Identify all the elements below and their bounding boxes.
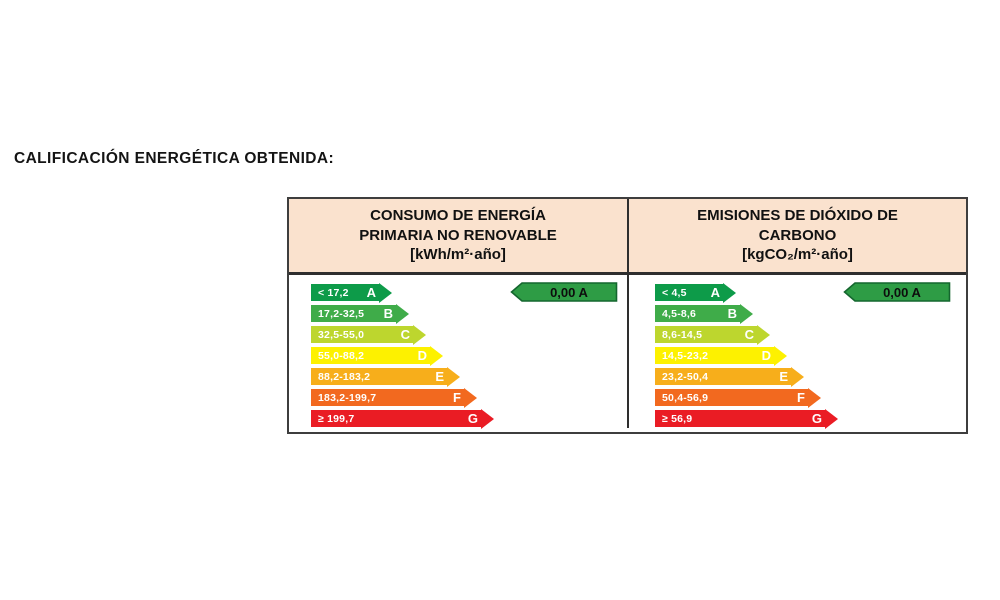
scale-letter-label: G (467, 411, 478, 426)
scale-bar-a: < 17,2 A (311, 284, 379, 301)
scale-arrow-tip-icon (825, 408, 838, 429)
scale-bar-g: ≥ 56,9 G (655, 410, 825, 427)
scale-arrow-tip-icon (396, 303, 409, 324)
energy-rating-table: CONSUMO DE ENERGÍA PRIMARIA NO RENOVABLE… (287, 197, 968, 434)
scale-arrow-tip-icon (774, 345, 787, 366)
scale-bar-f: 50,4-56,9 F (655, 389, 808, 406)
scale-range-label: 183,2-199,7 (318, 391, 377, 404)
scale-arrow-tip-icon (481, 408, 494, 429)
scale-row-e: 23,2-50,4 E (655, 366, 966, 387)
scale-arrow-tip-icon (791, 366, 804, 387)
emisiones-scale-cell: < 4,5 A 4,5-8,6 B 8,6-14,5 C 14,5-23,2 D 23,2-50… (629, 275, 966, 429)
section-title: CALIFICACIÓN ENERGÉTICA OBTENIDA: (14, 150, 335, 167)
rating-value: 0,00 A (883, 285, 921, 300)
scale-letter-label: C (744, 327, 754, 342)
scale-row-g: ≥ 56,9 G (655, 408, 966, 429)
rating-arrow-icon: 0,00 A (510, 282, 618, 302)
scale-bar-b: 4,5-8,6 B (655, 305, 740, 322)
scale-letter-label: A (710, 285, 720, 300)
consumo-rating-arrow: 0,00 A (510, 282, 618, 302)
scale-row-d: 14,5-23,2 D (655, 345, 966, 366)
scale-range-label: ≥ 56,9 (662, 412, 693, 425)
header-consumo-energia: CONSUMO DE ENERGÍA PRIMARIA NO RENOVABLE… (289, 199, 629, 272)
scale-range-label: 55,0-88,2 (318, 349, 365, 362)
scale-row-d: 55,0-88,2 D (311, 345, 627, 366)
scale-range-label: 88,2-183,2 (318, 370, 371, 383)
scale-letter-label: D (417, 348, 427, 363)
header-line: CARBONO (758, 226, 837, 244)
scale-range-label: 23,2-50,4 (662, 370, 709, 383)
scale-bar-a: < 4,5 A (655, 284, 723, 301)
scale-arrow-tip-icon (464, 387, 477, 408)
scale-row-c: 8,6-14,5 C (655, 324, 966, 345)
header-units: [kWh/m²·año] (410, 246, 506, 263)
scale-row-f: 50,4-56,9 F (655, 387, 966, 408)
header-emisiones-co2: EMISIONES DE DIÓXIDO DE CARBONO [kgCO₂/m… (629, 199, 966, 272)
scale-bar-d: 55,0-88,2 D (311, 347, 430, 364)
scale-range-label: 17,2-32,5 (318, 307, 365, 320)
scale-range-label: 50,4-56,9 (662, 391, 709, 404)
scale-arrow-tip-icon (379, 282, 392, 303)
scale-letter-label: B (383, 306, 393, 321)
scale-letter-label: B (727, 306, 737, 321)
scale-letter-label: E (779, 369, 788, 384)
scale-range-label: 32,5-55,0 (318, 328, 365, 341)
rating-value: 0,00 A (550, 285, 588, 300)
table-header-row: CONSUMO DE ENERGÍA PRIMARIA NO RENOVABLE… (289, 199, 966, 275)
header-line: PRIMARIA NO RENOVABLE (359, 226, 557, 244)
scale-letter-label: C (400, 327, 410, 342)
scale-row-f: 183,2-199,7 F (311, 387, 627, 408)
scale-range-label: < 17,2 (318, 286, 349, 299)
header-line: CONSUMO DE ENERGÍA (370, 207, 546, 224)
scale-row-b: 17,2-32,5 B (311, 303, 627, 324)
scale-letter-label: G (811, 411, 822, 426)
scale-letter-label: A (366, 285, 376, 300)
scale-row-a: < 4,5 A (655, 282, 966, 303)
scale-arrow-tip-icon (430, 345, 443, 366)
table-body-row: < 17,2 A 17,2-32,5 B 32,5-55,0 C 55,0-88,2 D 88,… (289, 275, 966, 429)
scale-range-label: 8,6-14,5 (662, 328, 703, 341)
scale-letter-label: F (797, 390, 805, 405)
scale-bar-c: 32,5-55,0 C (311, 326, 413, 343)
scale-letter-label: F (453, 390, 461, 405)
scale-row-c: 32,5-55,0 C (311, 324, 627, 345)
consumo-energy-scale: < 17,2 A 17,2-32,5 B 32,5-55,0 C 55,0-88,2 D 88,… (311, 282, 627, 429)
scale-range-label: < 4,5 (662, 286, 687, 299)
scale-letter-label: E (435, 369, 444, 384)
consumo-scale-cell: < 17,2 A 17,2-32,5 B 32,5-55,0 C 55,0-88,2 D 88,… (289, 275, 629, 429)
scale-bar-f: 183,2-199,7 F (311, 389, 464, 406)
scale-arrow-tip-icon (808, 387, 821, 408)
scale-range-label: 14,5-23,2 (662, 349, 709, 362)
scale-arrow-tip-icon (413, 324, 426, 345)
scale-letter-label: D (761, 348, 771, 363)
scale-bar-g: ≥ 199,7 G (311, 410, 481, 427)
header-line: EMISIONES DE DIÓXIDO DE (697, 207, 898, 224)
scale-bar-e: 23,2-50,4 E (655, 368, 791, 385)
emisiones-energy-scale: < 4,5 A 4,5-8,6 B 8,6-14,5 C 14,5-23,2 D 23,2-50… (655, 282, 966, 429)
rating-arrow-icon: 0,00 A (843, 282, 951, 302)
scale-arrow-tip-icon (447, 366, 460, 387)
scale-bar-c: 8,6-14,5 C (655, 326, 757, 343)
scale-arrow-tip-icon (757, 324, 770, 345)
scale-arrow-tip-icon (740, 303, 753, 324)
emisiones-rating-arrow: 0,00 A (843, 282, 951, 302)
scale-bar-d: 14,5-23,2 D (655, 347, 774, 364)
scale-bar-b: 17,2-32,5 B (311, 305, 396, 322)
header-units: [kgCO₂/m²·año] (742, 246, 853, 263)
scale-row-g: ≥ 199,7 G (311, 408, 627, 429)
scale-range-label: ≥ 199,7 (318, 412, 355, 425)
scale-row-e: 88,2-183,2 E (311, 366, 627, 387)
scale-bar-e: 88,2-183,2 E (311, 368, 447, 385)
scale-row-b: 4,5-8,6 B (655, 303, 966, 324)
scale-arrow-tip-icon (723, 282, 736, 303)
scale-row-a: < 17,2 A (311, 282, 627, 303)
scale-range-label: 4,5-8,6 (662, 307, 697, 320)
